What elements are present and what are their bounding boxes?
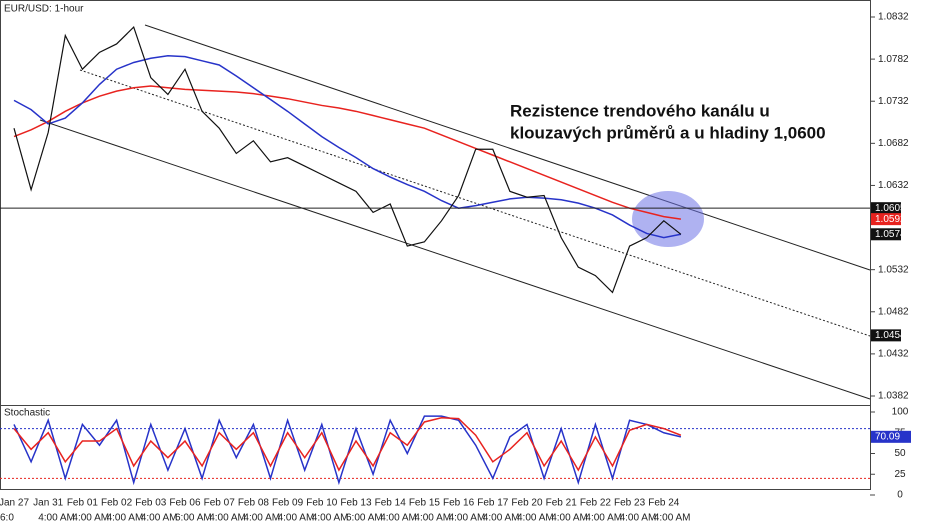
y-tick-label: 1.0532 [878, 264, 909, 275]
icons[interactable] [885, 508, 925, 525]
channel-top [144, 24, 871, 271]
highlight [632, 191, 704, 247]
stoch-panel [0, 405, 871, 490]
x-tick-label: Feb 22 [580, 498, 612, 509]
y-tick-label: 100 [892, 407, 909, 418]
chart-title: EUR/USD: 1-hour [4, 4, 84, 15]
time-label: 4:00 AM [483, 513, 520, 524]
time-label: 6:00 AM [175, 513, 212, 524]
x-tick-label: Feb 02 [101, 498, 133, 509]
y-tick-label: 25 [894, 469, 906, 480]
time-label: 4:00 AM [141, 513, 178, 524]
time-label: 4:00 AM [585, 513, 622, 524]
x-tick-label: Feb 03 [135, 498, 167, 509]
time-label: 4:00 AM [380, 513, 417, 524]
price-tag-label: 1.0605 [875, 203, 906, 214]
x-tick-label: Feb 10 [306, 498, 338, 509]
time-label: 4:00 AM [620, 513, 657, 524]
y-tick-label: 1.0732 [878, 96, 909, 107]
channel-mid [79, 69, 871, 337]
time-label: 4:00 AM [517, 513, 554, 524]
time-label: 4:00 AM [209, 513, 246, 524]
x-tick-label: Feb 17 [477, 498, 509, 509]
price-tag-label: 1.0592 [875, 214, 906, 225]
time-label: 6:00 AM [346, 513, 383, 524]
y-tick-label: 1.0782 [878, 54, 909, 65]
annotation: Rezistence trendového kanálu u [510, 101, 770, 120]
x-tick-label: Feb 08 [238, 498, 270, 509]
price-tag [871, 202, 901, 215]
price-tag [871, 329, 901, 342]
y-tick-label: 1.0382 [878, 391, 909, 402]
time-label: 4:00 AM [107, 513, 144, 524]
y-tick-label: 1.0632 [878, 180, 909, 191]
x-tick-label: Feb 14 [375, 498, 407, 509]
y-tick-label: 0 [897, 490, 903, 501]
time-label: 4:00 AM [312, 513, 349, 524]
price-line [13, 26, 682, 294]
y-tick-label: 1.0482 [878, 306, 909, 317]
time-label: 4:00 AM [243, 513, 280, 524]
y-tick-label: 1.0832 [878, 12, 909, 23]
x-tick-label: Jan 31 [33, 498, 63, 509]
time-label: 4:00 AM [551, 513, 588, 524]
price-tag-label: 1.0454 [875, 330, 906, 341]
price-tag-label: 1.0574 [875, 229, 906, 240]
x-tick-label: Jan 27 [0, 498, 29, 509]
x-tick-label: Feb 06 [169, 498, 201, 509]
x-tick-label: Feb 24 [648, 498, 680, 509]
stoch-line [13, 417, 682, 472]
time-label: 4:00 AM [38, 513, 75, 524]
stoch-tag-label: 70.09 [875, 431, 900, 442]
y-tick-label: 50 [894, 448, 906, 459]
time-label: 4:00 AM [278, 513, 315, 524]
price-tag [871, 213, 901, 226]
price-tag [871, 228, 901, 241]
stoch-title: Stochastic [4, 408, 50, 419]
time-label: 4:00 AM [414, 513, 451, 524]
ma-line [13, 85, 682, 220]
time-label: 4:00 AM [72, 513, 109, 524]
x-tick-label: Feb 07 [204, 498, 236, 509]
y-tick-label: 1.0682 [878, 138, 909, 149]
stoch-tag [871, 430, 911, 443]
x-tick-label: Feb 15 [409, 498, 441, 509]
time-label: 4:00 AM [449, 513, 486, 524]
x-tick-label: Feb 09 [272, 498, 304, 509]
x-tick-label: Feb 21 [546, 498, 578, 509]
time-label: 6:0 [0, 513, 14, 524]
time-label: 4:00 AM [654, 513, 691, 524]
annotation: klouzavých průměrů a u hladiny 1,0600 [510, 123, 826, 142]
channel-bottom [39, 119, 871, 400]
ma-line [13, 54, 682, 239]
x-tick-label: Feb 13 [340, 498, 372, 509]
x-tick-label: Feb 20 [511, 498, 543, 509]
y-tick-label: 1.0432 [878, 349, 909, 360]
x-tick-label: Feb 01 [67, 498, 99, 509]
x-tick-label: Feb 16 [443, 498, 475, 509]
x-tick-label: Feb 23 [614, 498, 646, 509]
